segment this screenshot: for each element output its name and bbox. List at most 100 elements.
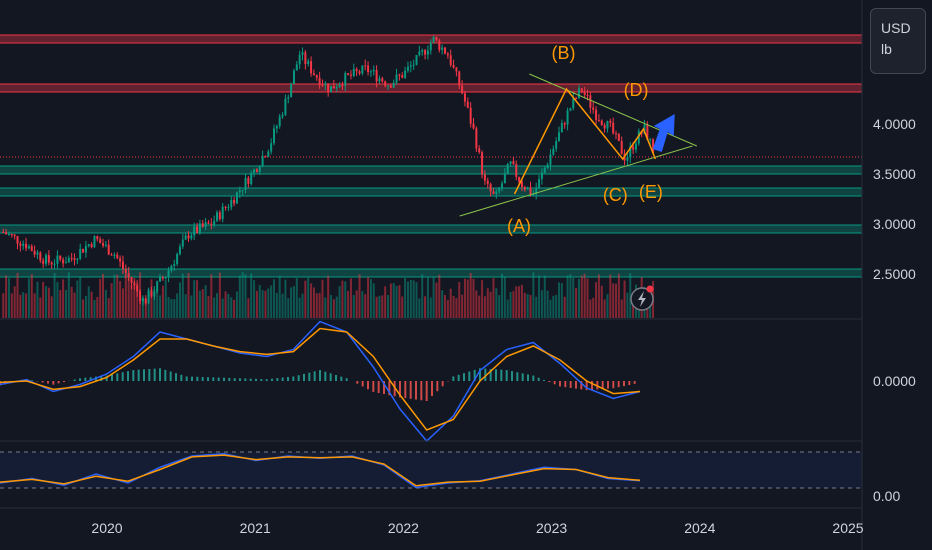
macd-histogram-bar	[111, 374, 113, 381]
volume-bar	[586, 278, 589, 318]
macd-histogram-bar	[489, 368, 492, 381]
volume-bar	[298, 297, 301, 318]
volume-bar	[349, 278, 352, 318]
triangle-lower-trendline[interactable]	[459, 145, 693, 217]
volume-bar	[221, 298, 224, 318]
macd-histogram-bar	[127, 371, 129, 381]
price-tick-label: 4.0000	[873, 116, 916, 132]
macd-pane[interactable]	[0, 320, 641, 443]
volume-bar	[267, 288, 270, 318]
volume-bar	[478, 295, 481, 318]
breakout-arrow[interactable]	[652, 114, 675, 152]
candle-body	[384, 81, 387, 86]
macd-histogram-bar	[473, 369, 476, 381]
volume-bar	[552, 295, 555, 318]
candle-body	[589, 95, 592, 108]
volume-bar	[87, 286, 90, 318]
macd-histogram-bar	[249, 378, 252, 381]
volume-bar	[444, 294, 447, 318]
volume-bar	[463, 278, 466, 318]
volume-bar	[113, 274, 116, 318]
volume-bar	[512, 291, 515, 318]
volume-bar	[555, 294, 558, 318]
macd-histogram-bar	[84, 377, 87, 381]
volume-bar	[543, 275, 546, 318]
candle-body	[76, 258, 79, 260]
macd-histogram-bar	[511, 371, 513, 381]
volume-bar	[19, 294, 22, 318]
volume-bar	[204, 285, 207, 318]
stoch-rsi-pane[interactable]	[0, 451, 862, 489]
candle-body	[170, 265, 173, 271]
candle-body	[39, 252, 42, 261]
candle-body	[615, 133, 618, 135]
volume-bar	[110, 283, 113, 318]
candle-body	[529, 187, 532, 194]
volume-bar	[184, 294, 187, 318]
macd-histogram-bar	[340, 376, 343, 381]
volume-bar	[139, 272, 142, 318]
volume-bar	[119, 281, 122, 318]
macd-histogram-bar	[484, 368, 487, 381]
volume-bar	[620, 299, 623, 318]
candle-body	[569, 108, 572, 111]
volume-bar	[82, 299, 85, 318]
volume-bar	[518, 286, 521, 318]
candle-body	[503, 173, 506, 184]
candle-body	[560, 123, 563, 133]
macd-histogram-bar	[431, 381, 433, 397]
candle-body	[250, 172, 253, 184]
candle-body	[637, 131, 640, 144]
macd-histogram-bar	[223, 377, 225, 381]
macd-histogram-bar	[324, 371, 327, 381]
volume-bar	[64, 289, 67, 318]
candle-body	[213, 220, 216, 225]
candle-body	[238, 190, 241, 193]
candle-body	[62, 259, 65, 264]
volume-bar	[22, 292, 25, 318]
triangle-upper-trendline[interactable]	[529, 73, 698, 147]
price-pane[interactable]: (A) (B) (C) (D) (E)	[0, 34, 862, 318]
macd-histogram-bar	[335, 374, 337, 381]
volume-bar	[352, 295, 355, 318]
macd-histogram-bar	[420, 381, 423, 401]
macd-histogram-bar	[233, 378, 236, 381]
candle-body	[178, 246, 181, 255]
volume-bar	[295, 277, 298, 318]
volume-bar	[10, 293, 13, 318]
price-unit-selector[interactable]: USD lb	[870, 8, 926, 74]
volume-bar	[563, 296, 566, 318]
volume-bar	[375, 296, 378, 318]
macd-histogram-bar	[185, 376, 188, 381]
volume-bar	[253, 280, 256, 318]
volume-bar	[355, 290, 358, 318]
replay-flash-icon[interactable]	[630, 285, 654, 311]
date-tick-label: 2023	[536, 520, 567, 536]
volume-bar	[79, 276, 82, 318]
candle-body	[506, 163, 509, 174]
macd-histogram-bar	[0, 381, 1, 386]
candle-body	[424, 50, 427, 55]
volume-bar	[156, 288, 159, 318]
volume-bar	[230, 297, 233, 318]
candle-body	[372, 69, 375, 72]
volume-bar	[70, 286, 73, 318]
macd-histogram-bar	[41, 381, 44, 383]
macd-histogram-bar	[191, 376, 193, 381]
volume-bar	[595, 282, 598, 318]
date-tick-label: 2020	[91, 520, 122, 536]
candle-body	[59, 255, 62, 260]
volume-bar	[523, 292, 526, 318]
candle-body	[421, 50, 424, 52]
candle-body	[119, 258, 122, 262]
candle-body	[233, 199, 236, 204]
volume-bar	[498, 295, 501, 318]
macd-histogram-bar	[521, 373, 524, 381]
elliott-wave-path[interactable]	[513, 87, 657, 195]
volume-bar	[520, 284, 523, 318]
date-tick-label: 2021	[240, 520, 271, 536]
macd-histogram-bar	[383, 381, 385, 395]
volume-bar	[33, 293, 36, 318]
volume-bar	[449, 288, 452, 318]
